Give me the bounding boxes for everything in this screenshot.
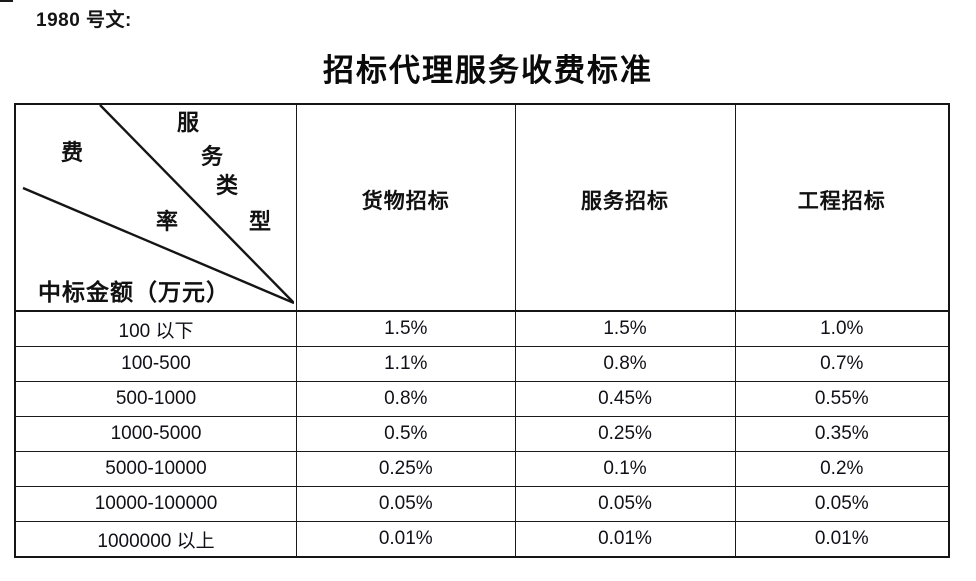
- fee-value: 1.1%: [296, 347, 515, 381]
- fee-value: 0.55%: [734, 382, 949, 416]
- page-title: 招标代理服务收费标准: [323, 53, 653, 88]
- row-range-label: 500-1000: [115, 388, 197, 409]
- corner-char-type-4: 型: [249, 209, 272, 234]
- corner-char-type-3: 类: [216, 173, 239, 198]
- fee-value: 0.8%: [296, 382, 515, 416]
- fee-value: 1.0%: [734, 312, 949, 346]
- table-corner-cell: 费 率 服 务 类 型 中标金额（万元）: [16, 105, 296, 310]
- fee-value: 1.5%: [296, 312, 515, 346]
- fee-value: 0.05%: [734, 487, 949, 521]
- fee-value: 0.5%: [296, 417, 515, 451]
- column-header-works: 工程招标: [734, 105, 949, 310]
- page-edge-mark: [0, 0, 13, 2]
- diagonal-line-upper: [99, 105, 294, 304]
- table-row: 500-1000 0.8% 0.45% 0.55%: [16, 382, 948, 417]
- diagonal-line-lower: [22, 186, 294, 305]
- fee-value: 0.45%: [514, 382, 735, 416]
- corner-amount-label: 中标金额（万元）: [38, 280, 230, 305]
- column-header-goods: 货物招标: [296, 105, 515, 310]
- fee-value: 0.25%: [296, 452, 515, 486]
- fee-value: 0.1%: [514, 452, 735, 486]
- fee-value: 0.25%: [514, 417, 735, 451]
- row-range-label: 5000-10000: [105, 458, 207, 479]
- corner-char-fee-1: 费: [61, 140, 84, 165]
- diagonal-divider: [22, 105, 294, 305]
- row-range-label: 10000-100000: [94, 493, 218, 514]
- doc-reference: 1980 号文:: [36, 10, 132, 31]
- corner-char-type-2: 务: [201, 144, 224, 169]
- fee-value: 0.8%: [514, 347, 735, 381]
- corner-char-type-1: 服: [177, 110, 200, 135]
- fee-value: 0.05%: [296, 487, 515, 521]
- table-row: 1000-5000 0.5% 0.25% 0.35%: [16, 417, 948, 452]
- fee-value: 0.01%: [296, 522, 515, 556]
- table-row: 5000-10000 0.25% 0.1% 0.2%: [16, 452, 948, 487]
- fee-table: 费 率 服 务 类 型 中标金额（万元） 货物招标 服务招标 工程招标 100 …: [14, 103, 950, 558]
- table-header-row: 费 率 服 务 类 型 中标金额（万元） 货物招标 服务招标 工程招标: [16, 105, 948, 312]
- fee-value: 0.7%: [734, 347, 949, 381]
- fee-value: 0.2%: [734, 452, 949, 486]
- fee-value: 0.01%: [734, 522, 949, 556]
- row-range-label: 100 以下: [118, 320, 194, 342]
- fee-value: 0.01%: [514, 522, 735, 556]
- table-row: 1000000 以上 0.01% 0.01% 0.01%: [16, 522, 948, 556]
- table-row: 100-500 1.1% 0.8% 0.7%: [16, 347, 948, 382]
- fee-value: 0.05%: [514, 487, 735, 521]
- fee-value: 1.5%: [514, 312, 735, 346]
- row-range-label: 1000000 以上: [97, 530, 215, 552]
- row-range-label: 100-500: [121, 353, 191, 374]
- row-range-label: 1000-5000: [110, 423, 202, 444]
- table-row: 100 以下 1.5% 1.5% 1.0%: [16, 312, 948, 347]
- fee-value: 0.35%: [734, 417, 949, 451]
- column-header-services: 服务招标: [514, 105, 735, 310]
- table-row: 10000-100000 0.05% 0.05% 0.05%: [16, 487, 948, 522]
- corner-char-fee-2: 率: [156, 209, 179, 234]
